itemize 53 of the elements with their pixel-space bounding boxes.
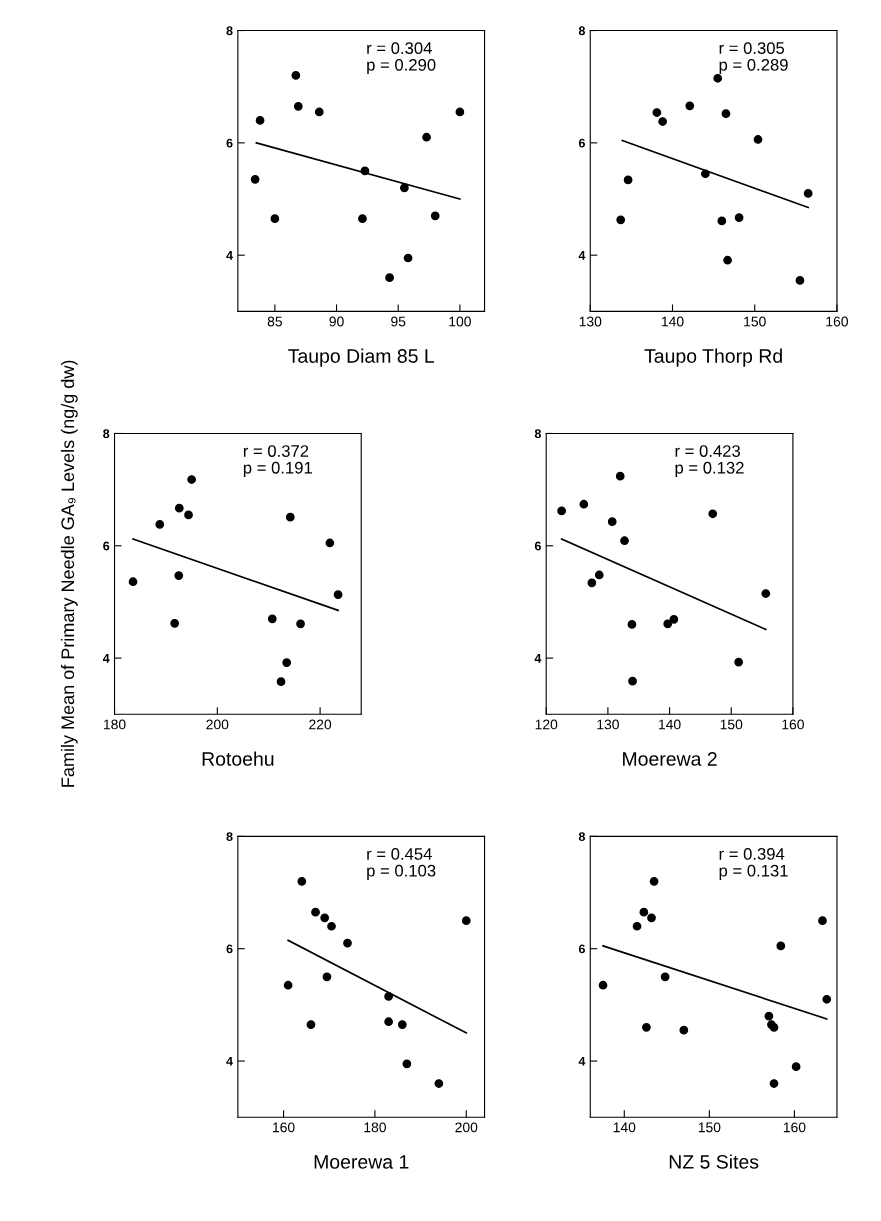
y-tick-label: 4 — [102, 654, 110, 663]
x-tick-label: 160 — [273, 1122, 295, 1133]
x-tick-label: 160 — [826, 316, 848, 327]
x-tick-label: 140 — [659, 719, 681, 730]
y-tick-label: 8 — [103, 429, 110, 439]
y-tick-label: 6 — [226, 944, 233, 954]
y-tick-label: 6 — [578, 138, 585, 148]
annotation: r = 0.304 p = 0.290 — [367, 42, 436, 75]
annotation: r = 0.305 p = 0.289 — [719, 42, 788, 75]
y-tick-label: 8 — [226, 832, 233, 842]
x-tick-label: 140 — [613, 1122, 636, 1133]
x-tick-label: 150 — [744, 316, 766, 327]
x-axis-title: Taupo Thorp Rd — [644, 348, 782, 367]
x-axis-title: Moerewa 1 — [314, 1155, 409, 1169]
annotation: r = 0.454 p = 0.103 — [367, 848, 436, 880]
y-tick-label: 4 — [578, 1056, 586, 1066]
x-tick-label: 120 — [535, 719, 558, 730]
x-tick-label: 95 — [391, 316, 406, 327]
x-tick-label: 220 — [309, 719, 332, 730]
y-tick-label: 4 — [534, 654, 542, 663]
x-tick-label: 160 — [782, 719, 804, 730]
x-tick-label: 85 — [267, 316, 283, 327]
x-tick-label: 150 — [720, 719, 743, 730]
annotation: r = 0.394 p = 0.131 — [719, 848, 788, 880]
x-axis-title: NZ 5 Sites — [669, 1154, 759, 1169]
y-tick-label: 4 — [226, 251, 233, 260]
y-axis-title: Family Mean of Primary Needle GA₉ Levels (ng/g dw) — [60, 360, 78, 787]
y-tick-label: 8 — [534, 429, 541, 439]
x-tick-label: 130 — [579, 316, 602, 327]
y-tick-label: 6 — [534, 541, 541, 551]
x-tick-label: 200 — [206, 719, 229, 730]
x-tick-label: 90 — [329, 316, 344, 327]
x-tick-label: 200 — [455, 1122, 478, 1133]
x-tick-label: 160 — [783, 1122, 806, 1133]
y-tick-label: 4 — [226, 1056, 233, 1066]
x-axis-title: Taupo Diam 85 L — [288, 348, 435, 367]
y-tick-label: 6 — [578, 944, 585, 954]
annotation: r = 0.423 p = 0.132 — [675, 445, 744, 477]
y-tick-label: 8 — [226, 26, 233, 36]
x-tick-label: 130 — [597, 719, 619, 730]
x-tick-label: 150 — [698, 1122, 721, 1133]
x-tick-label: 100 — [449, 316, 471, 327]
y-tick-label: 8 — [578, 26, 586, 36]
y-tick-label: 6 — [103, 541, 110, 551]
x-axis-title: Rotoehu — [202, 751, 274, 766]
x-tick-label: 140 — [661, 316, 684, 327]
y-tick-label: 8 — [578, 832, 586, 842]
annotation: r = 0.372 p = 0.191 — [243, 445, 312, 477]
x-tick-label: 180 — [104, 719, 126, 730]
y-tick-label: 6 — [226, 138, 233, 148]
x-axis-title: Moerewa 2 — [623, 752, 717, 766]
y-tick-label: 4 — [578, 251, 586, 260]
x-tick-label: 180 — [364, 1122, 386, 1133]
